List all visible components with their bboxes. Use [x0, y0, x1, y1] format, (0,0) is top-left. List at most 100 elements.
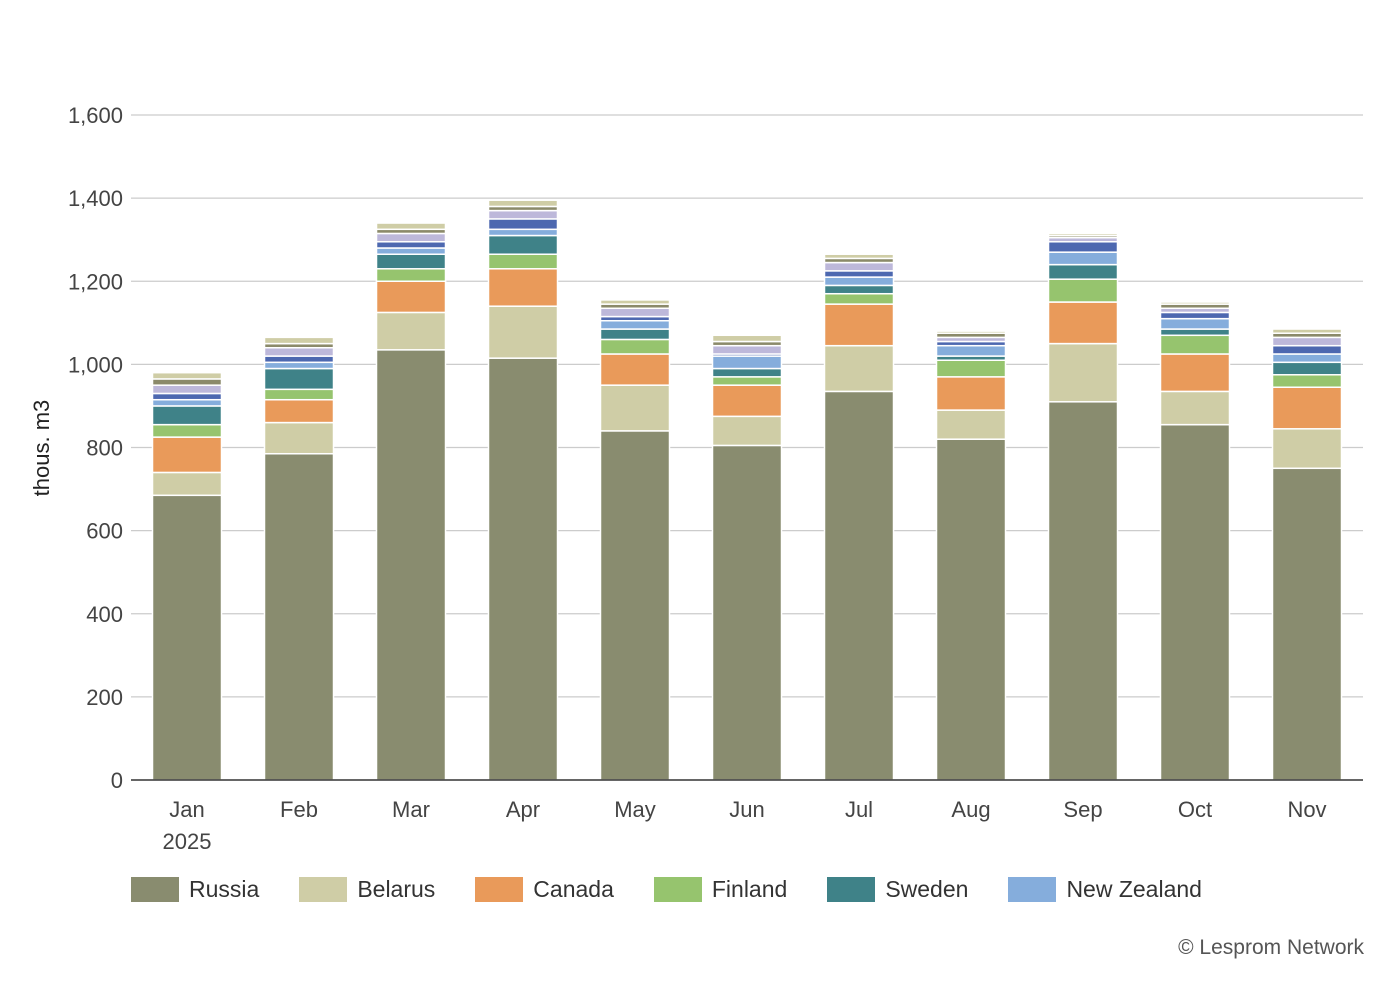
bar-segment-sweden — [1271, 361, 1343, 376]
bar-segment-russia — [1047, 401, 1119, 781]
legend-item-canada[interactable]: Canada — [475, 876, 614, 903]
x-tick-label: Sep — [1063, 797, 1102, 822]
bar-segment-other-1 — [1047, 241, 1119, 253]
bar-segment-finland — [1159, 334, 1231, 355]
bar-segment-finland — [823, 292, 895, 305]
bar-segment-other-1 — [823, 270, 895, 278]
bar-segment-belarus — [1159, 390, 1231, 426]
bar-segment-belarus — [151, 471, 223, 497]
bar-segment-finland — [263, 388, 335, 401]
bar-segment-sweden — [599, 328, 671, 341]
bar-segment-belarus — [711, 415, 783, 447]
bar-segment-canada — [1271, 386, 1343, 430]
bar-segment-finland — [151, 423, 223, 438]
legend-item-sweden[interactable]: Sweden — [827, 876, 968, 903]
y-tick-label: 600 — [86, 519, 123, 544]
y-tick-label: 1,600 — [68, 103, 123, 128]
bar-segment-finland — [375, 268, 447, 282]
bar-segment-belarus — [935, 409, 1007, 440]
credit-text: © Lesprom Network — [1178, 936, 1364, 959]
bar-segment-other-2 — [263, 347, 335, 357]
legend-item-new-zealand[interactable]: New Zealand — [1008, 876, 1202, 903]
x-tick-label: Jun — [729, 797, 764, 822]
bar-segment-other-4 — [1271, 328, 1343, 334]
bar-segment-finland — [935, 359, 1007, 378]
bar-segment-russia — [1271, 467, 1343, 781]
bar-segment-sweden — [1159, 328, 1231, 337]
bar-segment-belarus — [487, 305, 559, 359]
bar-segment-other-2 — [1271, 336, 1343, 347]
bar-segment-other-4 — [1159, 301, 1231, 305]
bar-segment-other-1 — [263, 355, 335, 364]
bar-segment-russia — [823, 390, 895, 781]
y-axis-title: thous. m3 — [29, 400, 54, 497]
bar-segment-canada — [375, 280, 447, 314]
bar-segment-russia — [599, 430, 671, 781]
bar-segment-other-4 — [263, 336, 335, 345]
bar-segment-belarus — [1047, 342, 1119, 403]
bar-segment-belarus — [263, 421, 335, 455]
bar-stack-nov — [1271, 328, 1343, 781]
y-tick-label: 800 — [86, 436, 123, 461]
bar-segment-belarus — [1271, 428, 1343, 470]
bar-segment-sweden — [823, 284, 895, 295]
bar-segment-new-zealand — [711, 355, 783, 370]
bar-segment-canada — [1047, 301, 1119, 345]
bar-segment-other-4 — [935, 330, 1007, 334]
legend-item-belarus[interactable]: Belarus — [299, 876, 435, 903]
legend-label: Russia — [189, 876, 260, 902]
y-tick-label: 1,400 — [68, 186, 123, 211]
bar-segment-canada — [487, 268, 559, 307]
bar-segment-canada — [1159, 353, 1231, 393]
bar-stack-oct — [1159, 301, 1231, 781]
x-tick-label: Mar — [392, 797, 430, 822]
legend-item-finland[interactable]: Finland — [653, 876, 788, 903]
x-axis-ticks: Jan 2025 Feb Mar Apr May Jun Jul Aug Sep Oct Nov — [163, 797, 1327, 854]
y-tick-label: 400 — [86, 602, 123, 627]
legend-swatch — [131, 877, 179, 902]
bar-segment-russia — [263, 452, 335, 781]
y-axis-ticks: 0 200 400 600 800 1,000 1,200 1,400 1,600 — [68, 103, 123, 793]
y-tick-label: 1,000 — [68, 352, 123, 377]
bar-segment-belarus — [375, 311, 447, 351]
bar-stack-apr — [487, 199, 559, 781]
bar-stack-jun — [711, 334, 783, 781]
bar-segment-russia — [711, 444, 783, 781]
bar-stack-sep — [1047, 232, 1119, 781]
bar-stack-may — [599, 299, 671, 781]
bar-segment-belarus — [599, 384, 671, 432]
legend-swatch — [299, 877, 348, 902]
bar-segment-other-4 — [823, 253, 895, 260]
bar-segment-russia — [1159, 423, 1231, 781]
x-tick-label: Feb — [280, 797, 318, 822]
bar-segment-new-zealand — [487, 228, 559, 237]
bar-stack-feb — [263, 336, 335, 781]
bar-segment-other-4 — [711, 334, 783, 343]
bar-segment-new-zealand — [1271, 353, 1343, 364]
bar-segment-new-zealand — [375, 247, 447, 255]
legend-label: Sweden — [885, 876, 969, 902]
bar-segment-new-zealand — [151, 398, 223, 407]
bar-segment-other-1 — [151, 392, 223, 401]
bars — [151, 199, 1343, 781]
bar-segment-sweden — [711, 367, 783, 378]
legend-swatch — [1008, 877, 1057, 902]
bar-segment-belarus — [823, 344, 895, 393]
bar-segment-new-zealand — [263, 361, 335, 370]
bar-segment-new-zealand — [1047, 251, 1119, 266]
bar-segment-other-4 — [375, 222, 447, 231]
legend-item-russia[interactable]: Russia — [131, 876, 259, 903]
x-tick-label: Jul — [845, 797, 873, 822]
legend-label: Finland — [711, 876, 788, 902]
legend-label: Belarus — [357, 876, 436, 902]
bar-segment-sweden — [1047, 263, 1119, 280]
bar-segment-new-zealand — [1159, 317, 1231, 330]
legend-label: New Zealand — [1066, 876, 1202, 902]
bar-segment-finland — [711, 376, 783, 386]
bar-segment-other-2 — [711, 344, 783, 355]
bar-segment-sweden — [375, 253, 447, 270]
x-tick-sublabel: 2025 — [163, 829, 212, 854]
bar-stack-jan — [151, 371, 223, 781]
bar-segment-other-2 — [823, 261, 895, 272]
